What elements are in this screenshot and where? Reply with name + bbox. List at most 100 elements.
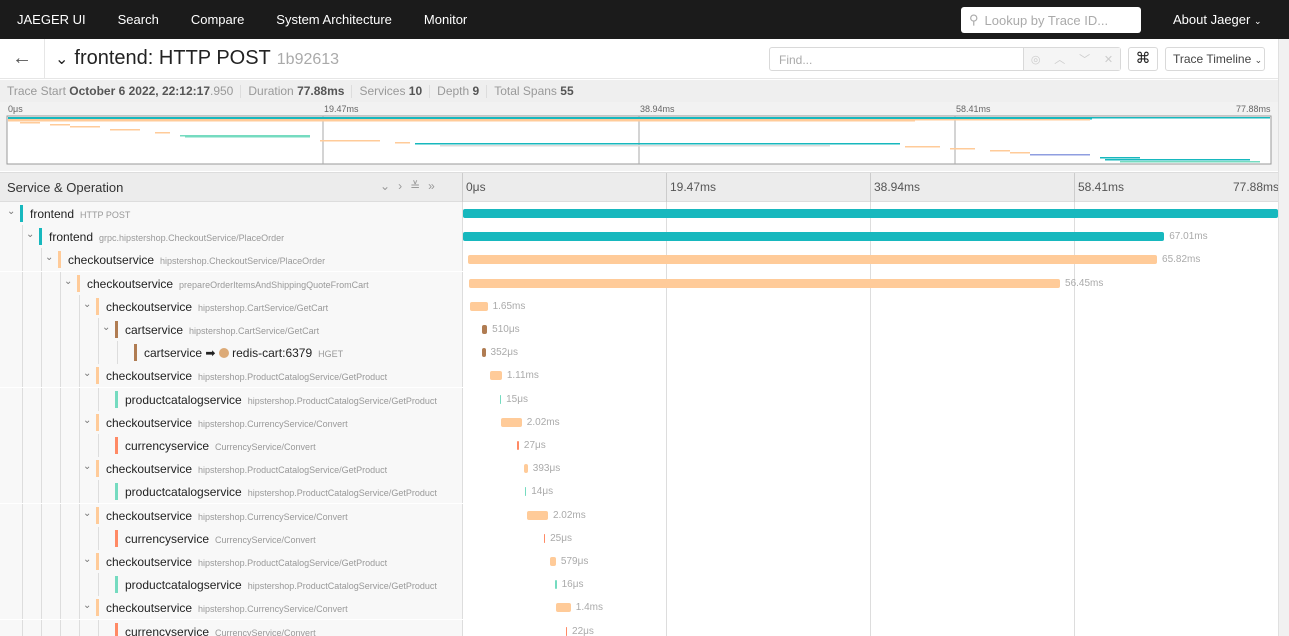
- span-bar[interactable]: [526, 510, 548, 520]
- span-duration: 393μs: [532, 463, 561, 475]
- column-resizer[interactable]: [462, 173, 463, 203]
- chevron-down-icon[interactable]: ⌄: [26, 229, 35, 241]
- span-name-cell[interactable]: cartservice ➡ redis-cart:6379 HGET: [0, 341, 463, 365]
- span-name-cell[interactable]: ⌄ checkoutservice hipstershop.ProductCatal…: [0, 550, 463, 573]
- span-row[interactable]: ⌄ checkoutservice hipstershop.ProductCatal…: [0, 364, 1278, 388]
- view-selector[interactable]: Trace Timeline ⌄: [1165, 47, 1265, 71]
- span-name-cell[interactable]: ⌄ frontend HTTP POST: [0, 202, 463, 225]
- nav-compare[interactable]: Compare: [190, 12, 245, 27]
- span-bar[interactable]: [481, 348, 486, 358]
- minimap-tick: 77.88ms: [1236, 104, 1271, 114]
- span-row[interactable]: ⌄ checkoutservice hipstershop.CheckoutServ…: [0, 248, 1278, 272]
- span-row[interactable]: currencyservice CurrencyService/Convert 27…: [0, 434, 1278, 457]
- chevron-down-icon[interactable]: ⌄: [83, 298, 92, 310]
- span-bar[interactable]: [556, 603, 571, 613]
- brand-link[interactable]: JAEGER UI: [17, 12, 86, 27]
- span-name-cell[interactable]: ⌄ frontend grpc.hipstershop.CheckoutServic…: [0, 225, 463, 249]
- service-name: checkoutservice: [106, 415, 193, 430]
- span-row[interactable]: ⌄ checkoutservice hipstershop.CartService/…: [0, 294, 1278, 318]
- span-row[interactable]: ⌄ frontend grpc.hipstershop.CheckoutServic…: [0, 225, 1278, 249]
- span-row[interactable]: cartservice ➡ redis-cart:6379 HGET 352μs: [0, 341, 1278, 365]
- trace-minimap[interactable]: 0μs 19.47ms 38.94ms 58.41ms 77.88ms: [0, 102, 1278, 171]
- span-bar[interactable]: [549, 557, 556, 566]
- chevron-down-icon[interactable]: ⌄: [7, 206, 16, 217]
- nav-system-architecture[interactable]: System Architecture: [276, 12, 392, 27]
- span-row[interactable]: ⌄ checkoutservice hipstershop.CurrencyServ…: [0, 596, 1278, 620]
- span-name-cell[interactable]: ⌄ checkoutservice prepareOrderItemsAndShip…: [0, 271, 463, 295]
- span-bar[interactable]: [543, 533, 546, 543]
- collapse-one-icon[interactable]: ⌄: [380, 179, 399, 193]
- span-row[interactable]: currencyservice CurrencyService/Convert 25…: [0, 526, 1278, 550]
- chevron-down-icon[interactable]: ⌄: [83, 368, 92, 380]
- operation-name: hipstershop.ProductCatalogService/GetPro…: [247, 581, 437, 592]
- locate-icon[interactable]: ◎: [1030, 53, 1041, 66]
- span-bar[interactable]: [468, 255, 1157, 265]
- chevron-down-icon[interactable]: ⌄: [83, 414, 92, 426]
- span-name-cell[interactable]: currencyservice CurrencyService/Convert: [0, 434, 463, 457]
- collapse-all-icon[interactable]: ≚: [410, 179, 429, 193]
- span-bar[interactable]: [524, 487, 527, 497]
- span-name-cell[interactable]: ⌄ checkoutservice hipstershop.CartService/…: [0, 294, 463, 318]
- back-button[interactable]: ←: [0, 39, 45, 78]
- expand-all-icon[interactable]: »: [428, 179, 443, 193]
- chevron-down-icon[interactable]: ⌄: [102, 322, 111, 333]
- span-name-cell[interactable]: productcatalogservice hipstershop.Product…: [0, 573, 463, 597]
- span-name-cell[interactable]: ⌄ checkoutservice hipstershop.CurrencyServ…: [0, 410, 463, 434]
- span-bar[interactable]: [463, 209, 1278, 218]
- span-row[interactable]: ⌄ checkoutservice hipstershop.ProductCatal…: [0, 550, 1278, 573]
- expand-one-icon[interactable]: ›: [398, 179, 411, 193]
- service-color-marker: [96, 297, 99, 315]
- span-row[interactable]: ⌄ frontend HTTP POST: [0, 202, 1278, 225]
- next-match-icon[interactable]: ﹀: [1079, 54, 1091, 66]
- chevron-down-icon[interactable]: ⌄: [83, 507, 92, 519]
- nav-search[interactable]: Search: [117, 12, 159, 27]
- span-name-cell[interactable]: productcatalogservice hipstershop.Product…: [0, 480, 463, 504]
- span-name-cell[interactable]: ⌄ cartservice hipstershop.CartService/GetC…: [0, 318, 463, 341]
- nav-monitor[interactable]: Monitor: [423, 12, 468, 27]
- span-name-cell[interactable]: productcatalogservice hipstershop.Product…: [0, 387, 463, 411]
- span-name-cell[interactable]: ⌄ checkoutservice hipstershop.ProductCatal…: [0, 457, 463, 481]
- span-bar[interactable]: [555, 580, 557, 590]
- chevron-down-icon[interactable]: ⌄: [83, 600, 92, 612]
- clear-icon[interactable]: ✕: [1103, 53, 1114, 66]
- span-row[interactable]: ⌄ checkoutservice hipstershop.CurrencyServ…: [0, 410, 1278, 434]
- operation-name: HGET: [318, 349, 344, 360]
- span-row[interactable]: ⌄ checkoutservice hipstershop.CurrencyServ…: [0, 503, 1278, 527]
- operation-name: hipstershop.CheckoutService/PlaceOrder: [160, 256, 326, 267]
- trace-id-lookup-input[interactable]: ⚲ Lookup by Trace ID...: [961, 7, 1141, 33]
- span-bar[interactable]: [500, 417, 522, 427]
- span-bar[interactable]: [565, 626, 568, 636]
- span-name-cell[interactable]: currencyservice CurrencyService/Convert: [0, 619, 463, 636]
- span-bar[interactable]: [463, 232, 1165, 242]
- span-bar[interactable]: [481, 325, 488, 334]
- span-name-cell[interactable]: ⌄ checkoutservice hipstershop.CurrencyServ…: [0, 503, 463, 527]
- span-name-cell[interactable]: ⌄ checkoutservice hipstershop.CurrencyServ…: [0, 596, 463, 620]
- span-name-cell[interactable]: ⌄ checkoutservice hipstershop.CheckoutServ…: [0, 248, 463, 272]
- span-row[interactable]: productcatalogservice hipstershop.Product…: [0, 480, 1278, 504]
- minimap-tick: 38.94ms: [640, 104, 675, 114]
- about-jaeger-menu[interactable]: About Jaeger ⌄: [1173, 12, 1262, 27]
- span-row[interactable]: ⌄ cartservice hipstershop.CartService/GetC…: [0, 318, 1278, 341]
- span-name-cell[interactable]: currencyservice CurrencyService/Convert: [0, 526, 463, 550]
- span-row[interactable]: ⌄ checkoutservice prepareOrderItemsAndShip…: [0, 271, 1278, 295]
- trace-title[interactable]: ⌄ frontend: HTTP POST 1b92613: [55, 47, 339, 70]
- chevron-down-icon[interactable]: ⌄: [83, 461, 92, 473]
- span-name-cell[interactable]: ⌄ checkoutservice hipstershop.ProductCatal…: [0, 364, 463, 388]
- keyboard-shortcuts-button[interactable]: ⌘: [1128, 47, 1158, 71]
- span-row[interactable]: productcatalogservice hipstershop.Product…: [0, 387, 1278, 411]
- prev-match-icon[interactable]: ︿: [1054, 54, 1066, 66]
- span-bar[interactable]: [490, 371, 502, 381]
- span-row[interactable]: productcatalogservice hipstershop.Product…: [0, 573, 1278, 597]
- chevron-down-icon[interactable]: ⌄: [64, 275, 73, 287]
- chevron-down-icon[interactable]: ⌄: [45, 252, 54, 264]
- find-input[interactable]: Find...: [770, 48, 1024, 70]
- span-bar[interactable]: [469, 278, 1060, 288]
- span-bar[interactable]: [517, 441, 519, 450]
- scrollbar[interactable]: [1278, 39, 1289, 636]
- span-bar[interactable]: [499, 394, 502, 404]
- span-bar[interactable]: [523, 464, 528, 474]
- span-row[interactable]: ⌄ checkoutservice hipstershop.ProductCatal…: [0, 457, 1278, 481]
- span-bar[interactable]: [470, 301, 488, 311]
- span-row[interactable]: currencyservice CurrencyService/Convert 22…: [0, 619, 1278, 636]
- chevron-down-icon[interactable]: ⌄: [83, 554, 92, 565]
